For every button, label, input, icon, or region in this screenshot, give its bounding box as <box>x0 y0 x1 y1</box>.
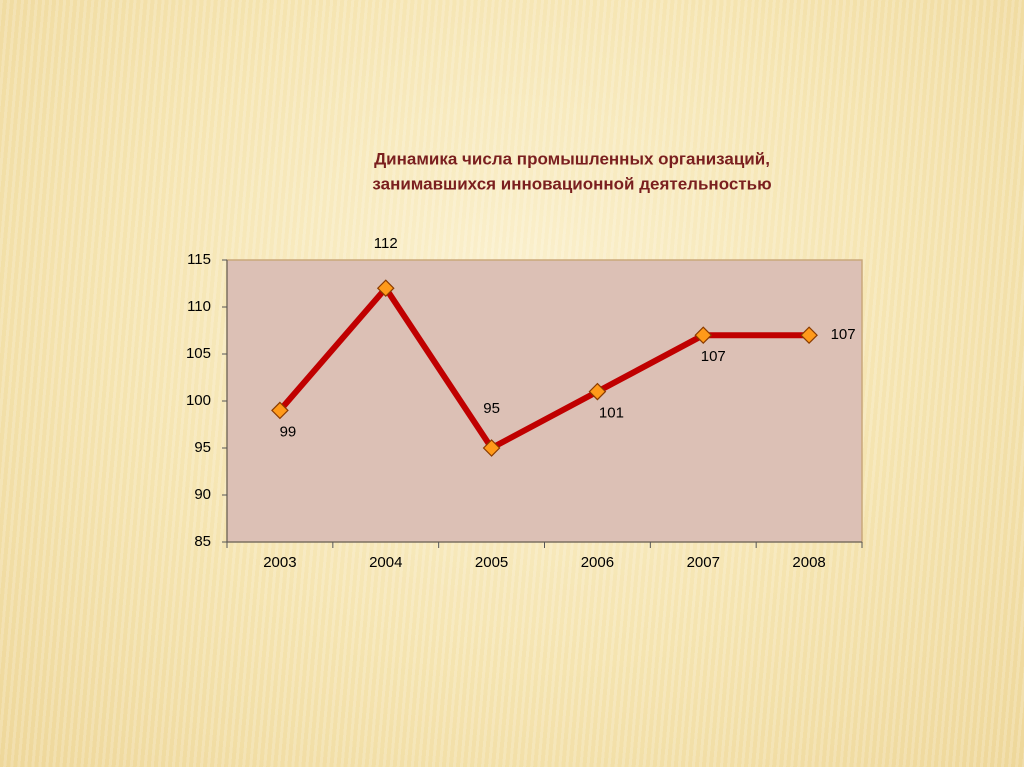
data-label: 101 <box>599 405 624 422</box>
data-marker <box>694 326 713 345</box>
y-tick-label: 90 <box>194 486 211 503</box>
y-tick-label: 115 <box>187 251 211 268</box>
y-tick-label: 95 <box>194 439 211 456</box>
data-marker <box>588 382 607 401</box>
x-tick-label: 2005 <box>475 554 508 571</box>
y-tick-label: 110 <box>187 298 211 315</box>
x-tick-label: 2003 <box>263 554 296 571</box>
data-marker <box>800 326 818 345</box>
data-marker <box>376 279 395 298</box>
data-label: 112 <box>374 235 398 252</box>
data-label: 107 <box>831 326 856 343</box>
x-tick-label: 2004 <box>369 554 402 571</box>
data-marker <box>271 401 289 420</box>
y-tick-label: 100 <box>186 392 211 409</box>
data-label: 99 <box>280 423 297 440</box>
data-label: 95 <box>483 400 500 417</box>
x-tick-label: 2007 <box>687 554 720 571</box>
chart-title: Динамика числа промышленных организаций, <box>374 149 770 168</box>
x-tick-label: 2008 <box>792 554 825 571</box>
plot-area <box>226 259 863 543</box>
data-line <box>277 285 810 451</box>
x-tick-label: 2006 <box>581 554 614 571</box>
data-label: 107 <box>701 348 726 365</box>
y-tick-label: 85 <box>194 533 211 550</box>
data-marker <box>482 439 501 457</box>
chart-title: занимавшихся инновационной деятельностью <box>372 174 771 193</box>
y-tick-label: 105 <box>186 345 211 362</box>
